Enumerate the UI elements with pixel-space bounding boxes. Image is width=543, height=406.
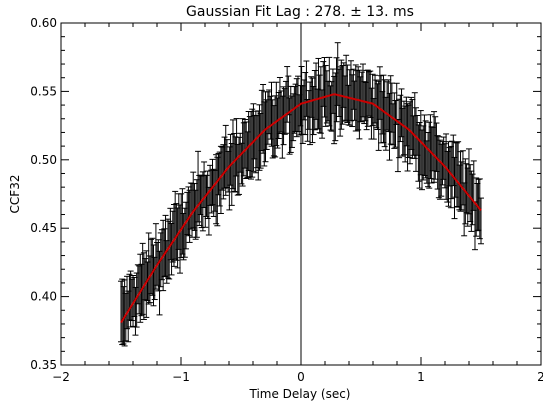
plot-area: −2 −1 0 1 2 0.35 0.40 0.45 0.50 0.55 0.60 (30, 16, 543, 384)
y-tick-label: 0.60 (30, 16, 57, 30)
x-tick-label: 0 (297, 370, 305, 384)
x-tick-label: −1 (172, 370, 190, 384)
gaussian-fit-curve (120, 93, 482, 324)
y-tick-label: 0.50 (30, 153, 57, 167)
y-tick-label: 0.40 (30, 290, 57, 304)
x-tick-label: 1 (417, 370, 425, 384)
y-tick-label: 0.55 (30, 84, 57, 98)
y-axis-label: CCF32 (8, 175, 22, 214)
y-tick-label: 0.35 (30, 358, 57, 372)
x-axis-label: Time Delay (sec) (248, 387, 350, 401)
x-tick-label: 2 (537, 370, 543, 384)
x-tick-label: −2 (52, 370, 70, 384)
y-tick-label: 0.45 (30, 221, 57, 235)
chart-title: Gaussian Fit Lag : 278. ± 13. ms (186, 4, 414, 20)
